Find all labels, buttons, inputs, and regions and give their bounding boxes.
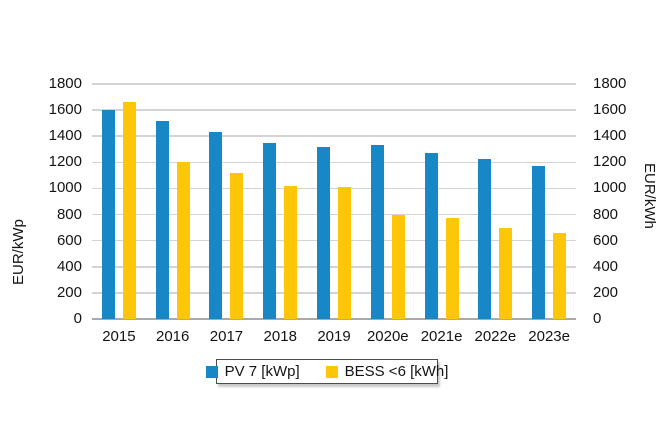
legend-label-bess: BESS <6 [kWh]	[344, 363, 449, 380]
gridline-400	[92, 265, 576, 268]
y-tick-left-400: 400	[56, 257, 82, 275]
y-tick-left-1400: 1400	[48, 127, 82, 145]
y-tick-left-800: 800	[56, 205, 82, 223]
x-tick-2023e: 2023e	[528, 328, 570, 345]
bar-pv-2017	[209, 132, 223, 319]
bar-bess-2019	[338, 187, 352, 319]
bar-bess-2021e	[445, 218, 459, 319]
bar-groups	[92, 84, 576, 319]
x-tick-2016: 2016	[155, 328, 190, 345]
legend-label-pv: PV 7 [kWp]	[224, 363, 300, 380]
legend-item-pv: PV 7 [kWp]	[205, 363, 300, 380]
bar-group-2019	[307, 84, 361, 319]
bar-bess-2017	[230, 172, 244, 319]
legend: PV 7 [kWp] BESS <6 [kWh]	[205, 359, 448, 384]
bar-pv-2016	[155, 120, 169, 319]
bar-bess-2020e	[391, 215, 405, 319]
y-tick-right-0: 0	[593, 310, 602, 327]
bar-bess-2016	[176, 162, 190, 319]
y-tick-right-400: 400	[593, 257, 619, 275]
bar-bess-2022e	[499, 227, 513, 319]
y-tick-right-200: 200	[593, 283, 619, 301]
x-tick-2019: 2019	[317, 328, 351, 345]
y-tick-right-600: 600	[593, 231, 619, 249]
y-tick-left-200: 200	[56, 283, 82, 301]
x-tick-2021e: 2021e	[420, 328, 463, 345]
y-tick-left-1200: 1200	[48, 153, 82, 171]
bar-pv-2015	[101, 110, 115, 319]
gridline-0	[92, 318, 576, 321]
bar-group-2016	[146, 84, 200, 319]
bar-pv-2019	[317, 146, 331, 319]
bar-pv-2021e	[424, 153, 438, 319]
y-tick-left-1600: 1600	[48, 101, 82, 119]
x-tick-2017: 2017	[209, 328, 244, 345]
y-tick-right-800: 800	[593, 205, 619, 223]
y-tick-right-1400: 1400	[593, 127, 627, 145]
bar-bess-2018	[284, 185, 298, 319]
x-tick-2022e: 2022e	[474, 328, 517, 345]
bar-bess-2023e	[553, 232, 567, 319]
y-tick-left-600: 600	[56, 231, 82, 249]
bar-bess-2015	[122, 102, 136, 319]
gridline-1800	[92, 83, 576, 85]
bar-group-2020e	[361, 84, 415, 319]
y-tick-right-1000: 1000	[593, 179, 627, 197]
gridline-1000	[92, 187, 576, 190]
bar-group-2022e	[468, 84, 522, 319]
bar-pv-2023e	[532, 166, 546, 319]
gridline-200	[92, 292, 576, 294]
x-tick-2020e: 2020e	[366, 328, 409, 345]
legend-item-bess: BESS <6 [kWh]	[325, 363, 449, 380]
bar-group-2018	[253, 84, 307, 319]
gridline-1600	[92, 109, 576, 111]
pv-series-swatch-icon	[205, 365, 218, 378]
bar-group-2021e	[415, 84, 469, 319]
right-axis-title: EUR/kWh	[641, 163, 658, 229]
gridline-800	[92, 213, 576, 216]
x-tick-2015: 2015	[102, 328, 136, 345]
bar-pv-2018	[263, 143, 277, 319]
gridline-1200	[92, 161, 576, 164]
bar-group-2015	[92, 84, 146, 319]
plot-area	[92, 83, 576, 321]
gridline-1400	[92, 135, 576, 138]
bar-pv-2022e	[478, 159, 492, 319]
bar-group-2017	[200, 84, 254, 319]
y-tick-left-1800: 1800	[48, 75, 82, 92]
left-axis-title: EUR/kWp	[10, 219, 27, 285]
y-tick-left-1000: 1000	[48, 179, 82, 197]
x-tick-2018: 2018	[263, 328, 297, 345]
bar-group-2023e	[522, 84, 576, 319]
y-tick-left-0: 0	[73, 310, 82, 327]
y-tick-right-1200: 1200	[593, 153, 627, 171]
bar-pv-2020e	[370, 145, 384, 319]
bess-series-swatch-icon	[325, 365, 338, 378]
gridline-600	[92, 239, 576, 242]
y-tick-right-1800: 1800	[593, 75, 627, 92]
y-tick-right-1600: 1600	[593, 101, 627, 119]
x-axis-labels: 2015 2016 2017 2018 2019 2020e 2021e 2022e 2023e	[92, 328, 576, 345]
